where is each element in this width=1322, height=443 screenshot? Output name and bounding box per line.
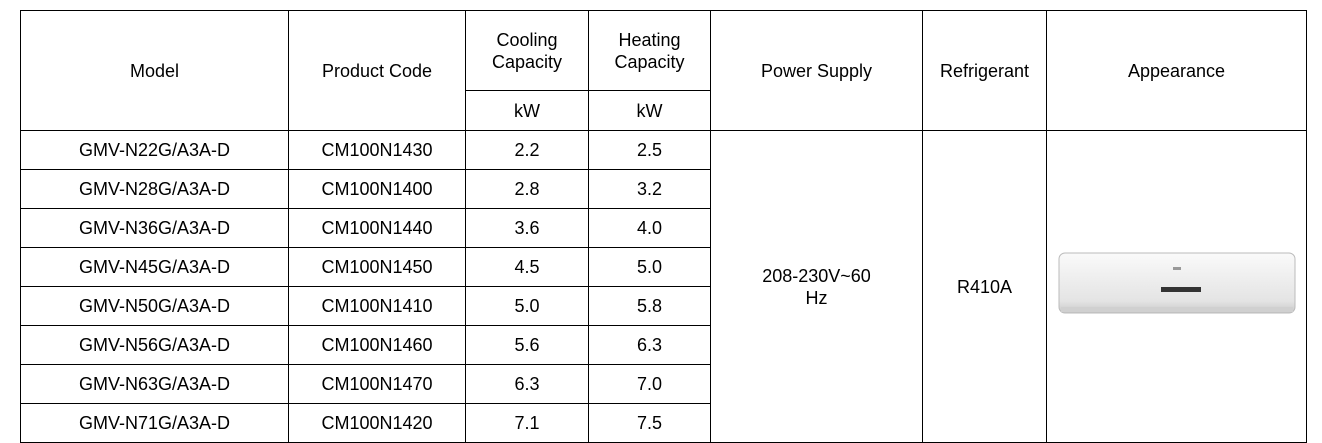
data-cell: 4.5 (466, 248, 589, 287)
unit-cell: kW (466, 91, 589, 131)
unit-body (1059, 253, 1295, 313)
data-cell: 5.6 (466, 326, 589, 365)
header-cell: Product Code (289, 11, 466, 131)
data-cell: CM100N1460 (289, 326, 466, 365)
header-cell: Appearance (1047, 11, 1307, 131)
data-cell: GMV-N45G/A3A-D (21, 248, 289, 287)
data-cell: 5.8 (589, 287, 711, 326)
data-cell: 6.3 (589, 326, 711, 365)
data-cell: GMV-N56G/A3A-D (21, 326, 289, 365)
power-supply-cell: 208-230V~60Hz (711, 131, 923, 443)
unit-vent (1061, 307, 1293, 312)
data-cell: 3.6 (466, 209, 589, 248)
data-cell: GMV-N28G/A3A-D (21, 170, 289, 209)
header-cell: Refrigerant (923, 11, 1047, 131)
unit-image (1057, 249, 1297, 319)
data-cell: CM100N1400 (289, 170, 466, 209)
data-cell: GMV-N71G/A3A-D (21, 404, 289, 443)
header-cell: Cooling Capacity (466, 11, 589, 91)
page: ModelProduct CodeCooling CapacityHeating… (0, 0, 1322, 443)
unit-cell: kW (589, 91, 711, 131)
data-cell: CM100N1410 (289, 287, 466, 326)
data-cell: GMV-N22G/A3A-D (21, 131, 289, 170)
header-cell: Heating Capacity (589, 11, 711, 91)
refrigerant-cell: R410A (923, 131, 1047, 443)
data-cell: 2.8 (466, 170, 589, 209)
power-supply: 208-230V~60Hz (757, 265, 877, 309)
data-cell: 5.0 (466, 287, 589, 326)
data-cell: 4.0 (589, 209, 711, 248)
header-cell: Model (21, 11, 289, 131)
data-cell: 3.2 (589, 170, 711, 209)
data-cell: GMV-N36G/A3A-D (21, 209, 289, 248)
data-cell: GMV-N50G/A3A-D (21, 287, 289, 326)
appearance-cell (1047, 131, 1307, 443)
data-cell: 2.5 (589, 131, 711, 170)
data-cell: 7.1 (466, 404, 589, 443)
data-cell: CM100N1430 (289, 131, 466, 170)
data-cell: CM100N1450 (289, 248, 466, 287)
data-cell: CM100N1470 (289, 365, 466, 404)
data-cell: CM100N1440 (289, 209, 466, 248)
data-cell: 7.5 (589, 404, 711, 443)
unit-display (1161, 287, 1201, 292)
unit-logo (1173, 267, 1181, 270)
data-cell: GMV-N63G/A3A-D (21, 365, 289, 404)
data-cell: 2.2 (466, 131, 589, 170)
data-cell: 6.3 (466, 365, 589, 404)
data-cell: 5.0 (589, 248, 711, 287)
data-cell: 7.0 (589, 365, 711, 404)
header-cell: Power Supply (711, 11, 923, 131)
data-cell: CM100N1420 (289, 404, 466, 443)
